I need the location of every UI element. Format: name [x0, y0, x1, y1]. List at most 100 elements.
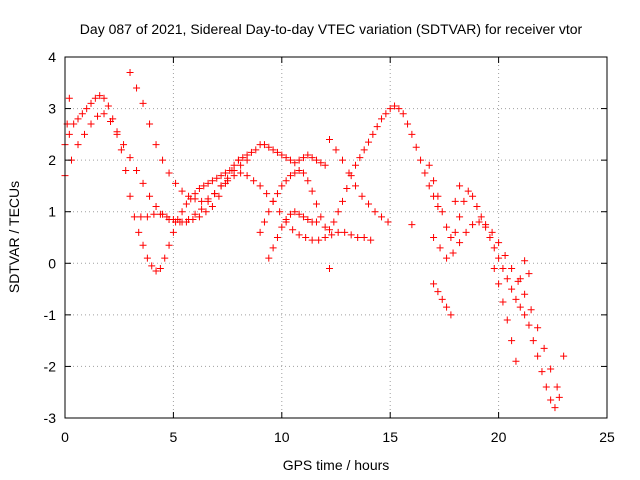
data-point — [365, 200, 373, 208]
y-tick-label: -2 — [44, 358, 57, 374]
data-point — [482, 221, 490, 229]
data-point — [503, 275, 511, 283]
data-point — [395, 105, 403, 113]
data-point — [182, 200, 190, 208]
data-point — [182, 218, 190, 226]
data-point — [139, 99, 147, 107]
y-tick-label: 4 — [48, 49, 56, 65]
data-point — [430, 234, 438, 241]
series-outliers — [63, 94, 416, 272]
data-point — [87, 99, 95, 107]
data-point — [286, 172, 294, 180]
data-point — [282, 177, 290, 185]
data-point — [169, 215, 177, 223]
data-point — [208, 203, 216, 211]
data-point — [425, 182, 433, 190]
data-point — [391, 102, 399, 110]
y-tick-label: 1 — [48, 204, 56, 220]
y-tick-label: -3 — [44, 410, 57, 426]
data-point — [425, 161, 433, 169]
data-point — [525, 321, 533, 329]
data-point — [430, 280, 438, 288]
data-point — [122, 166, 130, 174]
data-point — [228, 166, 236, 174]
data-point — [269, 146, 277, 154]
series-track-a — [61, 92, 329, 275]
data-point — [243, 172, 251, 180]
grid — [65, 57, 607, 418]
data-point — [126, 154, 134, 162]
data-point — [146, 120, 154, 128]
data-point — [321, 234, 329, 241]
data-point — [551, 404, 559, 412]
data-point — [529, 337, 537, 345]
data-point — [299, 213, 307, 221]
data-point — [217, 182, 225, 190]
data-point — [321, 223, 329, 231]
data-point — [269, 244, 277, 252]
plot-frame — [64, 56, 608, 419]
data-point — [451, 228, 459, 236]
data-point — [137, 213, 145, 221]
data-point — [304, 151, 312, 159]
data-point — [553, 383, 561, 391]
x-tick-label: 25 — [599, 429, 615, 445]
data-point — [495, 280, 503, 288]
data-point — [156, 264, 164, 272]
data-point — [200, 182, 208, 190]
data-point — [501, 252, 509, 260]
data-point — [291, 169, 299, 177]
data-point — [191, 210, 199, 218]
data-point — [521, 257, 529, 265]
x-tick-label: 20 — [491, 429, 507, 445]
data-point — [295, 210, 303, 218]
data-point — [273, 148, 281, 156]
data-point — [527, 306, 535, 314]
data-point — [120, 141, 128, 149]
data-point — [94, 112, 102, 120]
data-point — [221, 169, 229, 177]
data-point — [443, 254, 451, 262]
data-point — [382, 110, 390, 118]
data-point — [321, 161, 329, 169]
data-point — [512, 295, 520, 303]
data-point — [555, 393, 563, 401]
data-point — [369, 130, 377, 138]
data-point — [464, 187, 472, 195]
data-point — [143, 213, 151, 221]
data-point — [65, 130, 73, 138]
data-point — [250, 177, 258, 185]
data-point — [159, 156, 167, 164]
data-point — [130, 213, 138, 221]
data-point — [547, 396, 555, 404]
data-point — [332, 146, 340, 154]
data-point — [358, 192, 366, 200]
data-point — [490, 264, 498, 272]
data-point — [117, 146, 125, 154]
data-point — [356, 154, 364, 162]
data-point — [265, 254, 273, 262]
data-point — [436, 244, 444, 252]
data-point — [237, 161, 245, 169]
data-point — [365, 138, 373, 146]
data-point — [289, 226, 297, 234]
data-point — [486, 234, 494, 241]
chart-title: Day 087 of 2021, Sidereal Day-to-day VTE… — [80, 21, 583, 37]
data-point — [265, 208, 273, 216]
data-point — [78, 110, 86, 118]
data-point — [404, 120, 412, 128]
data-point — [282, 215, 290, 223]
data-point — [521, 290, 529, 298]
data-point — [477, 213, 485, 221]
data-point — [107, 117, 115, 125]
data-point — [165, 241, 173, 249]
data-point — [341, 228, 349, 236]
series-track-j — [430, 182, 464, 319]
data-point — [540, 344, 548, 352]
data-point — [178, 208, 186, 216]
data-point — [456, 213, 464, 221]
data-point — [100, 110, 108, 118]
data-point — [152, 203, 160, 211]
x-axis-label: GPS time / hours — [283, 457, 390, 473]
